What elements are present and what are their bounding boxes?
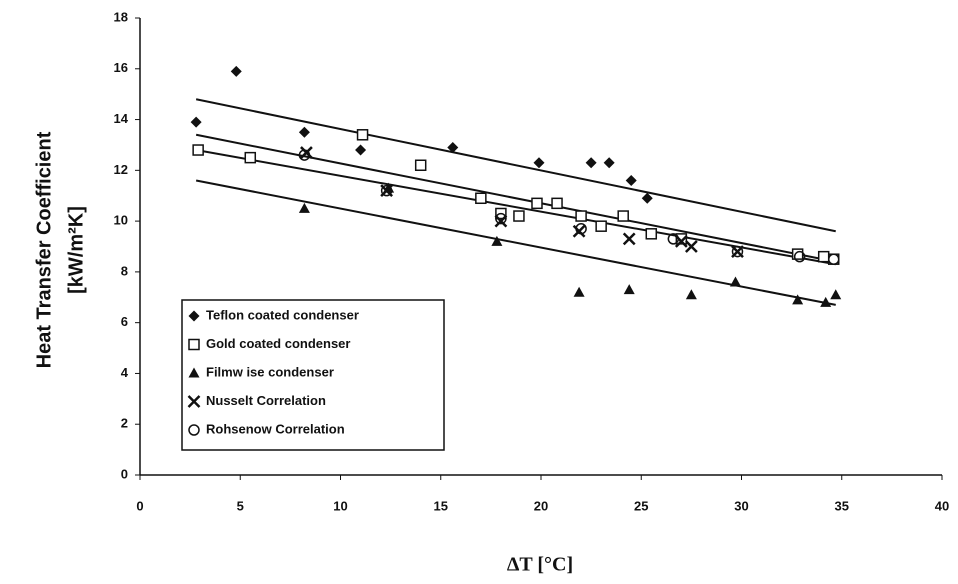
x-tick-label: 40 [935, 498, 949, 513]
x-tick-label: 35 [835, 498, 849, 513]
data-point [576, 211, 586, 221]
x-tick-label: 5 [237, 498, 244, 513]
data-point [618, 211, 628, 221]
data-point [245, 153, 255, 163]
y-tick-label: 12 [114, 162, 128, 177]
data-point [830, 289, 841, 299]
x-tick-label: 25 [634, 498, 648, 513]
data-point [624, 284, 635, 294]
data-point [231, 66, 242, 77]
data-point [819, 252, 829, 262]
x-tick-label: 0 [136, 498, 143, 513]
x-axis-title: ΔT [°C] [507, 554, 573, 576]
y-tick-label: 8 [121, 263, 128, 278]
data-point [476, 193, 486, 203]
x-tick-label: 30 [734, 498, 748, 513]
x-tick-label: 15 [434, 498, 448, 513]
y-tick-label: 4 [121, 365, 129, 380]
legend-text: Gold coated condenser [206, 336, 350, 351]
data-point [730, 277, 741, 287]
data-point [596, 221, 606, 231]
data-point [355, 145, 366, 156]
data-point [574, 226, 585, 237]
data-point [624, 233, 635, 244]
y-tick-label: 2 [121, 416, 128, 431]
y-tick-label: 18 [114, 9, 128, 24]
data-point [686, 289, 697, 299]
y-tick-label: 6 [121, 314, 128, 329]
legend-text: Filmw ise condenser [206, 364, 334, 379]
data-point [642, 193, 653, 204]
data-point [532, 198, 542, 208]
chart: Heat Transfer Coefficient [kW/m²K] ΔT [°… [0, 0, 958, 584]
y-axis-unit: [kW/m²K] [65, 206, 87, 294]
data-point [574, 287, 585, 297]
data-point [686, 241, 697, 252]
data-point [193, 145, 203, 155]
y-tick-label: 14 [114, 111, 129, 126]
y-tick-label: 16 [114, 60, 128, 75]
y-tick-label: 0 [121, 466, 128, 481]
data-point [191, 117, 202, 128]
x-tick-label: 20 [534, 498, 548, 513]
y-tick-label: 10 [114, 213, 128, 228]
data-point [552, 198, 562, 208]
data-point [299, 127, 310, 138]
legend-marker [189, 340, 199, 350]
data-point [604, 157, 615, 168]
legend-text: Nusselt Correlation [206, 393, 326, 408]
data-point [358, 130, 368, 140]
legend-text: Rohsenow Correlation [206, 421, 345, 436]
legend-text: Teflon coated condenser [206, 307, 359, 322]
data-point [299, 203, 310, 213]
data-point [646, 229, 656, 239]
y-axis-title: Heat Transfer Coefficient [33, 131, 55, 368]
data-point [533, 157, 544, 168]
data-point [626, 175, 637, 186]
data-point [514, 211, 524, 221]
x-tick-label: 10 [333, 498, 347, 513]
data-point [586, 157, 597, 168]
data-point [416, 160, 426, 170]
